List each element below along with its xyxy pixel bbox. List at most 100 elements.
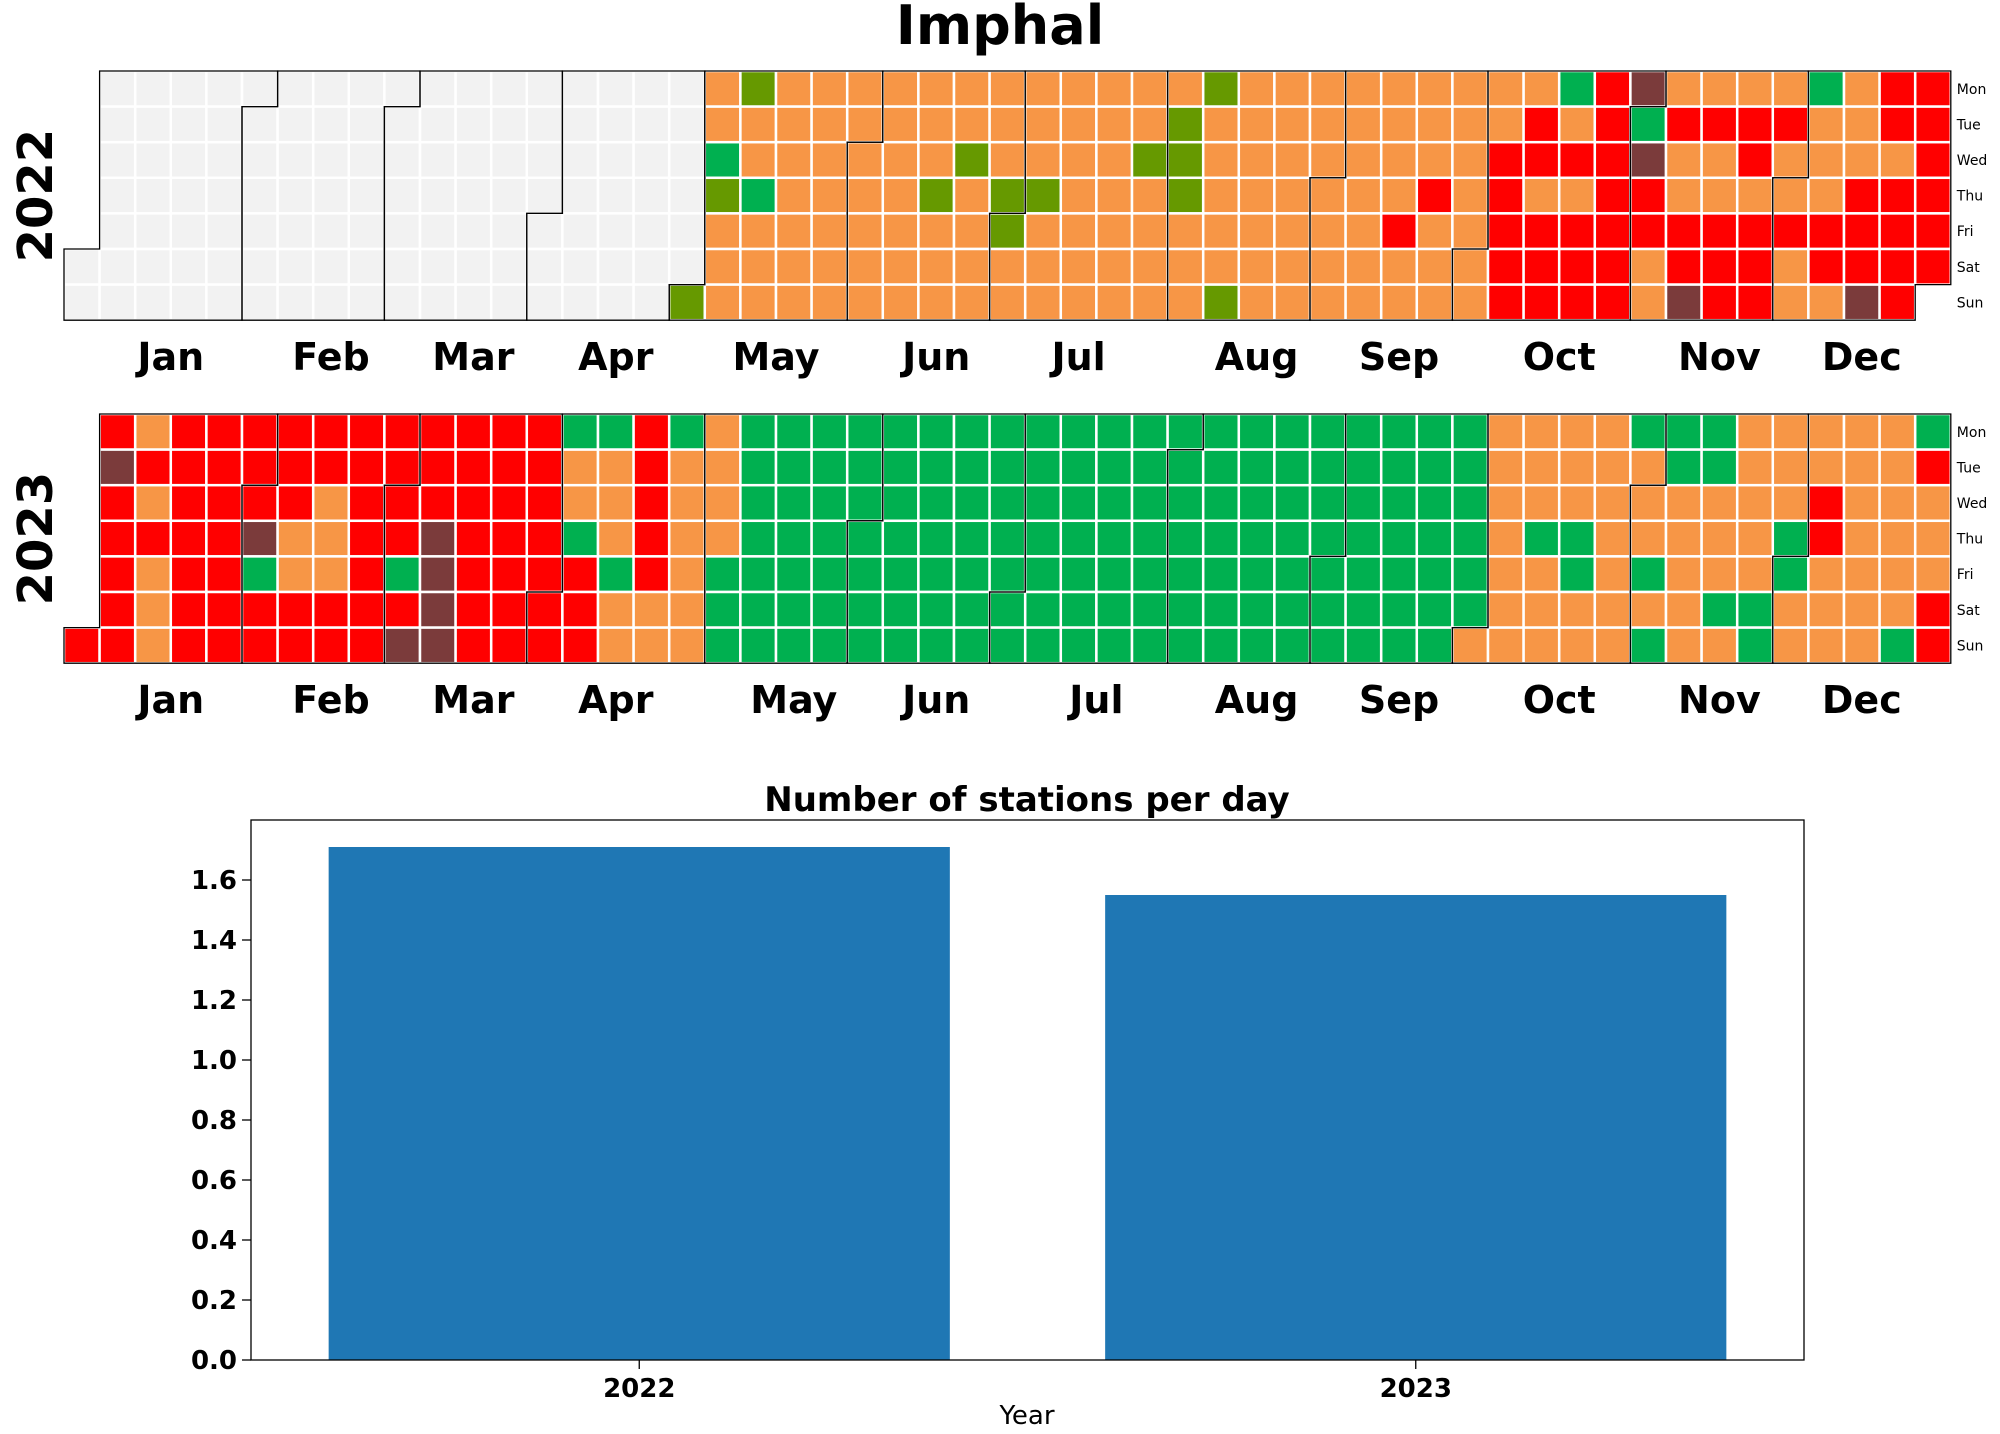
- calendar-day-cell: [347, 483, 386, 523]
- calendar-day-cell: [1273, 626, 1312, 665]
- calendar-day-cell: [169, 105, 208, 144]
- calendar-day-cell: [347, 412, 386, 451]
- calendar-day-cell: [169, 247, 208, 286]
- calendar-day-cell: [845, 626, 885, 665]
- calendar-day-cell: [383, 247, 422, 286]
- calendar-day-cell: [845, 555, 885, 594]
- calendar-day-cell: [917, 555, 956, 594]
- calendar-day-cell: [917, 412, 956, 451]
- calendar-day-cell: [525, 212, 564, 251]
- calendar-day-cell: [1700, 555, 1739, 594]
- calendar-day-cell: [667, 555, 707, 594]
- calendar-day-cell: [1379, 483, 1419, 523]
- calendar-day-cell: [311, 212, 351, 251]
- calendar-day-cell: [1344, 412, 1383, 451]
- calendar-day-cell: [1166, 483, 1205, 523]
- calendar-day-cell: [988, 176, 1027, 215]
- calendar-day-cell: [1735, 483, 1775, 523]
- calendar-day-cell: [596, 626, 635, 665]
- month-label: Sep: [1359, 678, 1439, 722]
- calendar-day-cell: [311, 247, 351, 286]
- calendar-day-cell: [98, 176, 137, 215]
- calendar-day-cell: [1842, 283, 1881, 322]
- calendar-day-cell: [1593, 412, 1632, 451]
- calendar-day-cell: [1095, 519, 1134, 558]
- calendar-day-cell: [1344, 483, 1383, 523]
- calendar-day-cell: [1557, 412, 1597, 451]
- calendar-day-cell: [418, 555, 457, 594]
- calendar-day-cell: [1522, 283, 1561, 322]
- calendar-day-cell: [596, 212, 635, 251]
- calendar-day-cell: [810, 283, 849, 322]
- calendar-day-cell: [703, 448, 742, 487]
- calendar-day-cell: [1629, 140, 1668, 180]
- calendar-day-cell: [383, 283, 422, 322]
- calendar-day-cell: [1913, 626, 1953, 665]
- calendar-day-cell: [525, 105, 564, 144]
- calendar-day-cell: [1771, 626, 1810, 665]
- calendar-day-cell: [810, 69, 849, 108]
- calendar-heatmap-2022: Jan Feb Mar Apr May Jun Jul Aug Sep Oct Nov Dec Mon T…: [8, 69, 1987, 379]
- calendar-day-cell: [667, 140, 707, 180]
- calendar-day-cell: [1807, 448, 1846, 487]
- calendar-day-cell: [1201, 69, 1241, 108]
- calendar-day-cell: [454, 140, 493, 180]
- calendar-day-cell: [276, 412, 315, 451]
- calendar-day-cell: [561, 176, 600, 215]
- calendar-day-cell: [596, 105, 635, 144]
- calendar-day-cell: [1878, 519, 1917, 558]
- y-tick-label: 1.4: [191, 926, 237, 956]
- y-tick-label: 0.0: [191, 1346, 237, 1376]
- calendar-day-cell: [1166, 212, 1205, 251]
- calendar-day-cell: [1735, 247, 1775, 286]
- calendar-day-cell: [1664, 483, 1703, 523]
- calendar-day-cell: [1451, 105, 1490, 144]
- calendar-day-cell: [1273, 412, 1312, 451]
- calendar-day-cell: [1415, 105, 1454, 144]
- calendar-day-cell: [347, 519, 386, 558]
- calendar-day-cell: [1557, 483, 1597, 523]
- calendar-day-cell: [454, 412, 493, 451]
- calendar-day-cell: [1878, 626, 1917, 665]
- calendar-day-cell: [1273, 555, 1312, 594]
- calendar-day-cell: [739, 519, 778, 558]
- calendar-day-cell: [1023, 590, 1063, 629]
- calendar-day-cell: [1807, 555, 1846, 594]
- weekday-label: Thu: [1956, 189, 1983, 205]
- calendar-day-cell: [418, 69, 457, 108]
- calendar-day-cell: [311, 448, 351, 487]
- month-label: Dec: [1822, 335, 1902, 379]
- calendar-day-cell: [1878, 283, 1917, 322]
- calendar-day-cell: [240, 247, 279, 286]
- calendar-day-cell: [1344, 212, 1383, 251]
- calendar-day-cell: [1629, 69, 1668, 108]
- calendar-day-cell: [952, 69, 991, 108]
- calendar-day-cell: [703, 69, 742, 108]
- calendar-day-cell: [1486, 555, 1525, 594]
- calendar-day-cell: [703, 105, 742, 144]
- calendar-day-cell: [1842, 412, 1881, 451]
- calendar-day-cell: [774, 555, 813, 594]
- calendar-day-cell: [596, 283, 635, 322]
- calendar-day-cell: [1344, 283, 1383, 322]
- calendar-day-cell: [1059, 105, 1098, 144]
- calendar-day-cell: [1237, 140, 1276, 180]
- calendar-day-cell: [1130, 483, 1169, 523]
- weekday-label: Tue: [1956, 460, 1981, 476]
- weekday-label: Sun: [1957, 638, 1984, 654]
- calendar-day-cell: [1095, 105, 1134, 144]
- x-axis-label: Year: [998, 1401, 1054, 1431]
- calendar-day-cell: [276, 212, 315, 251]
- calendar-day-cell: [1095, 626, 1134, 665]
- calendar-day-cell: [383, 212, 422, 251]
- calendar-day-cell: [952, 626, 991, 665]
- calendar-day-cell: [1095, 140, 1134, 180]
- month-label: Feb: [292, 678, 369, 722]
- calendar-day-cell: [1807, 483, 1846, 523]
- calendar-day-cell: [596, 176, 635, 215]
- calendar-day-cell: [596, 247, 635, 286]
- calendar-day-cell: [1415, 590, 1454, 629]
- calendar-day-cell: [1913, 69, 1953, 108]
- calendar-day-cell: [1486, 105, 1525, 144]
- calendar-day-cell: [988, 69, 1027, 108]
